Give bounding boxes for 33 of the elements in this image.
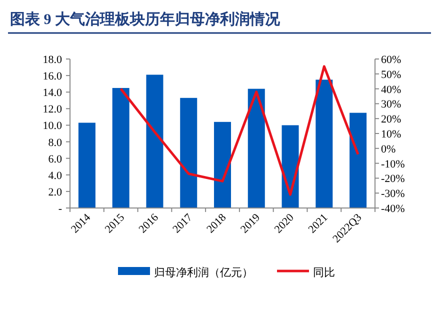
y-tick-label: 6.0 — [48, 153, 62, 166]
y-tick-label: 18.0 — [42, 54, 62, 66]
bar — [78, 122, 96, 208]
y-tick-label: - — [58, 203, 62, 215]
y2-tick-label: 10% — [381, 128, 402, 140]
y-tick-label: 8.0 — [48, 136, 62, 149]
bar — [112, 88, 130, 208]
y-tick-label: 12.0 — [42, 104, 62, 116]
y2-tick-label: 30% — [381, 98, 402, 111]
bar — [350, 112, 367, 208]
y2-tick-label: 0% — [381, 143, 396, 156]
bar — [316, 80, 333, 208]
y-tick-label: 10.0 — [42, 120, 62, 132]
chart-title: 图表 9 大气治理板块历年归母净利润情况 — [10, 10, 281, 28]
legend-label: 归母净利润（亿元） — [154, 266, 253, 279]
bar — [214, 122, 231, 208]
y2-tick-label: 50% — [381, 68, 402, 81]
y2-tick-label: -40% — [381, 203, 405, 215]
y-tick-label: 4.0 — [48, 170, 62, 182]
y-tick-label: 2.0 — [48, 186, 62, 198]
bar — [180, 98, 198, 208]
bar — [146, 74, 164, 208]
bar — [248, 88, 265, 208]
y-tick-label: 16.0 — [42, 70, 62, 83]
y2-tick-label: 40% — [381, 84, 402, 96]
y-tick-label: 14.0 — [42, 87, 62, 100]
legend-label: 同比 — [313, 266, 335, 279]
line-series — [120, 65, 360, 196]
y2-tick-label: -10% — [381, 158, 405, 170]
y2-tick-label: 60% — [381, 54, 402, 66]
y2-tick-label: -20% — [381, 173, 405, 186]
y2-tick-label: -30% — [381, 188, 405, 200]
y2-tick-label: 20% — [381, 114, 402, 126]
